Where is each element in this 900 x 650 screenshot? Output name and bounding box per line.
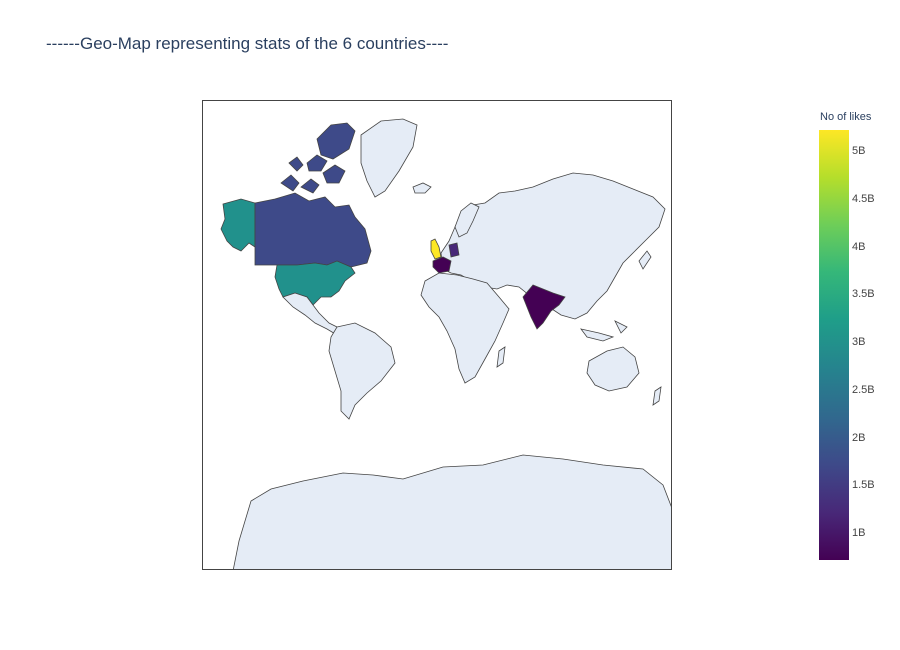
colorbar: 1B 1.5B 2B 2.5B 3B 3.5B 4B 4.5B 5B	[819, 130, 875, 560]
country-india[interactable]	[522, 284, 566, 330]
country-alaska[interactable]	[220, 198, 256, 252]
colorbar-title: No of likes	[820, 111, 872, 123]
land-south-america	[328, 322, 396, 420]
colorbar-tick-label: 5B	[852, 145, 866, 158]
land-madagascar	[496, 346, 506, 368]
land-new-zealand	[652, 386, 662, 406]
colorbar-tick-label: 3.5B	[852, 288, 875, 301]
chart-title: ------Geo-Map representing stats of the …	[46, 34, 449, 53]
land-scandinavia	[454, 202, 480, 238]
country-greenland	[360, 118, 418, 198]
country-united-states[interactable]	[274, 260, 356, 306]
land-indonesia	[580, 320, 628, 342]
land-iceland	[412, 182, 432, 194]
geo-map[interactable]	[202, 100, 672, 570]
colorbar-tick-label: 2.5B	[852, 383, 875, 396]
colorbar-tick-label: 1B	[852, 527, 866, 540]
land-australia	[586, 346, 640, 392]
colorbar-tick-label: 2B	[852, 431, 866, 444]
colorbar-tick-label: 4B	[852, 240, 866, 253]
country-united-kingdom[interactable]	[430, 238, 442, 260]
colorbar-tick-label: 4.5B	[852, 192, 875, 205]
country-germany[interactable]	[448, 242, 460, 258]
colorbar-tick-label: 3B	[852, 336, 866, 349]
colorbar-tick-label: 1.5B	[852, 479, 875, 492]
colorbar-gradient	[819, 130, 849, 560]
land-africa	[420, 272, 510, 384]
country-canada[interactable]	[254, 192, 372, 268]
country-canada-islands[interactable]	[280, 122, 356, 194]
land-japan	[638, 250, 652, 270]
land-antarctica	[232, 454, 671, 569]
map-svg	[220, 118, 671, 569]
country-france[interactable]	[432, 256, 452, 274]
land-eurasia	[440, 172, 666, 320]
